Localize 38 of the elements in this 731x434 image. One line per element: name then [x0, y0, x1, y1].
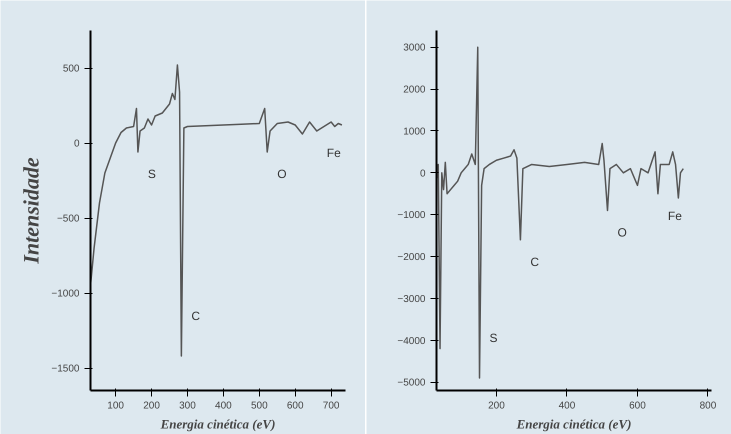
x-tick-label: 100	[107, 400, 124, 412]
x-axis-title: Energia cinética (eV)	[516, 416, 632, 432]
x-tick-label: 700	[322, 400, 340, 412]
x-tick-label: 200	[488, 400, 506, 412]
y-tick-label: 0	[420, 168, 426, 180]
annotation: O	[617, 226, 627, 240]
annotation: Fe	[668, 208, 682, 223]
y-tick-label: −1500	[51, 364, 80, 374]
y-tick-label: −500	[56, 214, 80, 224]
y-tick-label: −4000	[397, 336, 426, 347]
x-axis-title: Energia cinética (eV)	[160, 416, 276, 432]
x-tick-label: 300	[179, 400, 196, 412]
x-tick-label: 400	[558, 400, 576, 412]
x-tick-label: 400	[215, 400, 232, 412]
annotation: C	[530, 254, 540, 269]
y-tick-label: −3000	[397, 294, 426, 305]
y-tick-label: 500	[62, 64, 80, 74]
y-tick-label: 2000	[403, 84, 426, 96]
annotation: C	[191, 309, 200, 323]
x-tick-label: 600	[286, 400, 304, 412]
x-tick-label: 600	[629, 400, 646, 412]
y-tick-label: 1000	[403, 126, 426, 138]
annotation: O	[277, 167, 287, 181]
line-series	[436, 46, 684, 379]
y-tick-label: −1000	[397, 210, 426, 222]
y-tick-label: 0	[74, 138, 80, 150]
y-tick-label: 3000	[403, 42, 426, 54]
line-series	[90, 64, 343, 357]
annotation: S	[490, 330, 498, 345]
x-tick-label: 200	[143, 400, 160, 412]
x-tick-label: 500	[250, 400, 268, 412]
x-tick-label: 800	[700, 400, 717, 412]
y-tick-label: −1000	[51, 288, 80, 300]
y-tick-label: −5000	[397, 378, 426, 389]
annotation: Fe	[326, 146, 342, 160]
y-tick-label: −2000	[397, 252, 426, 264]
y-axis-title: Intensidade	[18, 157, 44, 265]
annotation: S	[148, 167, 156, 181]
